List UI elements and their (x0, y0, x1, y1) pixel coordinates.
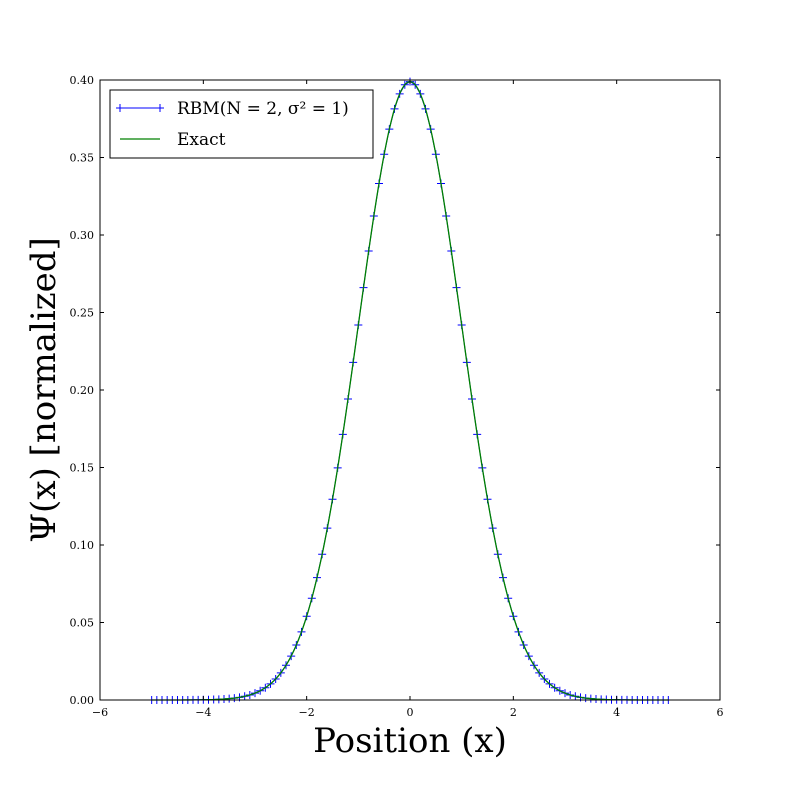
y-tick-label: 0.10 (70, 539, 95, 552)
y-tick-label: 0.20 (70, 384, 95, 397)
series-layer (147, 77, 673, 704)
x-tick-label: 0 (407, 706, 414, 719)
series-line-rbm (151, 81, 669, 701)
y-tick-label: 0.00 (70, 694, 95, 707)
legend-marker-plus (116, 104, 124, 112)
legend-frame (109, 89, 374, 159)
x-tick-label: 4 (613, 706, 620, 719)
ticks-layer: −6 −4 −2 0 2 4 6 0.00 0.05 0.10 0.15 0.20 0.25 0.30 0.… (70, 74, 724, 719)
x-tick-label: −2 (299, 706, 315, 719)
y-tick-label: 0.35 (70, 152, 95, 165)
y-axis-label: Ψ(x) [normalized] (24, 237, 64, 543)
x-axis-label: Position (x) (313, 721, 507, 761)
legend-marker-rbm (116, 104, 164, 112)
series-line-exact (151, 80, 669, 701)
legend-label-rbm: RBM(N = 2, σ² = 1) (177, 99, 349, 119)
legend: RBM(N = 2, σ² = 1) Exact (109, 89, 374, 159)
x-tick-label: 2 (510, 706, 517, 719)
y-tick-label: 0.05 (70, 617, 95, 630)
plot-frame (99, 79, 721, 701)
y-tick-label: 0.30 (70, 229, 95, 242)
legend-label-exact: Exact (177, 130, 226, 150)
x-tick-label: −6 (92, 706, 108, 719)
y-tick-label: 0.40 (70, 74, 95, 87)
x-tick-label: 6 (717, 706, 724, 719)
legend-marker-plus (156, 104, 164, 112)
y-tick-label: 0.25 (70, 307, 95, 320)
x-tick-label: −4 (195, 706, 211, 719)
y-tick-label: 0.15 (70, 462, 95, 475)
